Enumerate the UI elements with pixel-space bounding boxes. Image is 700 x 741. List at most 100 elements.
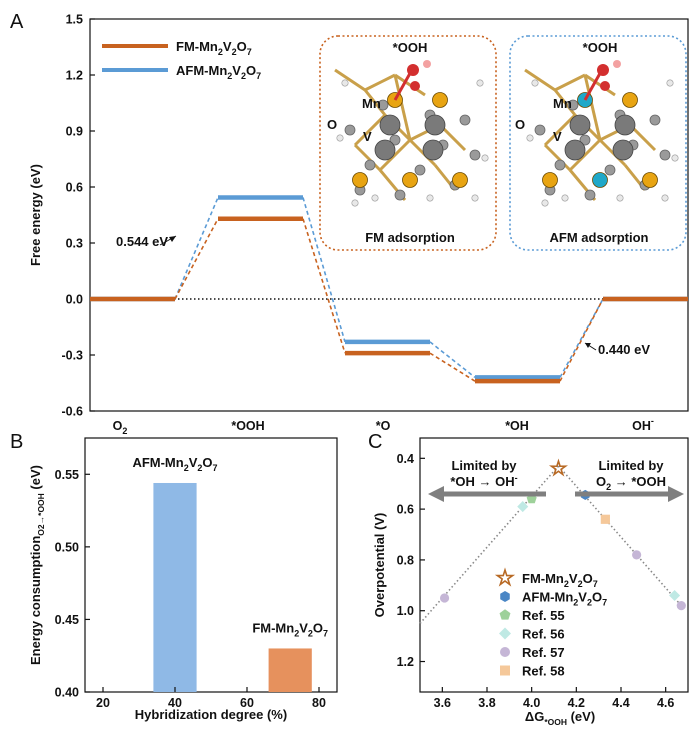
point-circle <box>439 593 450 603</box>
point-circle <box>632 550 642 560</box>
panel-b-axes-frame <box>84 437 338 693</box>
legend-marker-hexagon <box>500 591 510 602</box>
molecule-hydrogen-atom <box>541 199 549 207</box>
molecule-bond <box>554 73 586 92</box>
panel-a-y-axis-label: Free energy (eV) <box>28 164 43 266</box>
molecule-hydrogen-atom <box>336 134 344 142</box>
x-tick-label: 80 <box>312 696 326 710</box>
panel-b-bar-chart: B AFM-Mn2V2O7 FM-Mn2V2O7 0.40 0.45 0.50 0.55… <box>10 431 338 722</box>
panel-c-x-ticks: 3.6 3.8 4.0 4.2 4.4 4.6 <box>434 687 674 710</box>
panel-a-series <box>90 195 688 384</box>
y-tick-label: -0.6 <box>61 405 83 419</box>
panel-b-x-axis-label: Hybridization degree (%) <box>135 707 287 722</box>
inset-afm-mn-label: Mn <box>553 96 572 111</box>
molecule-bond <box>364 73 396 92</box>
y-tick-label: 1.2 <box>397 655 414 669</box>
molecule-atom <box>469 149 481 161</box>
inset-afm-molecule <box>524 60 679 207</box>
x-tick-label: 60 <box>240 696 254 710</box>
molecule-manganese-atom <box>352 172 368 188</box>
panel-c-x-axis-label: ΔG*OOH (eV) <box>525 709 595 727</box>
inset-afm-adsorbate-label: *OOH <box>583 40 618 55</box>
panel-a-legend: FM-Mn2V2O7 AFM-Mn2V2O7 <box>102 39 261 81</box>
molecule-hydrogen-atom <box>526 134 534 142</box>
molecule-atom <box>554 159 566 171</box>
legend-label: AFM-Mn2V2O7 <box>522 590 607 608</box>
x-category-label: OH- <box>632 416 654 433</box>
molecule-manganese-atom <box>432 92 448 108</box>
inset-fm-title: FM adsorption <box>365 230 455 245</box>
y-tick-label: 1.5 <box>66 13 83 27</box>
molecule-bond <box>378 138 412 172</box>
inset-fm-adsorption: *OOH Mn O V FM adsorption <box>319 35 497 251</box>
molecule-vanadium-atom <box>612 139 634 161</box>
molecule-atom <box>344 124 356 136</box>
x-tick-label: 4.4 <box>612 696 629 710</box>
y-tick-label: 0.40 <box>55 686 79 700</box>
x-tick-label: 4.0 <box>523 696 540 710</box>
x-category-label: O2 <box>113 419 128 436</box>
molecule-bond <box>363 89 387 116</box>
molecule-hydrogen-atom <box>341 79 349 87</box>
molecule-atom <box>649 114 661 126</box>
y-tick-label: 0.3 <box>66 237 83 251</box>
energy-connector-fm <box>302 218 346 354</box>
y-tick-label: 0.8 <box>397 553 414 567</box>
molecule-atom <box>459 114 471 126</box>
molecule-hydrogen-atom <box>531 79 539 87</box>
adsorbate-oxygen-atom <box>410 81 420 91</box>
legend-marker-square <box>500 665 510 676</box>
molecule-hydrogen-atom <box>351 199 359 207</box>
legend-label-fm: FM-Mn2V2O7 <box>176 39 252 57</box>
panel-c-label: C <box>368 431 382 453</box>
legend-label: Ref. 56 <box>522 627 565 642</box>
y-tick-label: 1.0 <box>397 604 414 618</box>
inset-afm-o-label: O <box>515 117 525 132</box>
legend-label: Ref. 58 <box>522 664 565 679</box>
adsorbate-oxygen-atom <box>600 81 610 91</box>
adsorbate-hydrogen-atom <box>613 60 621 68</box>
molecule-bond <box>393 74 412 141</box>
panel-b-bars: AFM-Mn2V2O7 FM-Mn2V2O7 <box>132 455 328 692</box>
point-circle <box>676 601 686 611</box>
x-category-label: *OOH <box>231 419 264 433</box>
molecule-atom <box>579 134 591 146</box>
molecule-vanadium-atom <box>614 114 636 136</box>
inset-afm-border <box>509 35 687 251</box>
molecule-bond <box>524 68 556 92</box>
legend-label: Ref. 57 <box>522 645 565 660</box>
molecule-vanadium-atom <box>422 139 444 161</box>
x-tick-label: 3.8 <box>478 696 495 710</box>
inset-fm-v-label: V <box>363 129 372 144</box>
y-tick-label: -0.3 <box>61 349 83 363</box>
panel-c-limit-left: Limited by *OH → OH- <box>428 458 546 502</box>
annotation-0544-ev: 0.544 eV <box>116 234 168 249</box>
point-diamond <box>517 501 529 513</box>
molecule-bond <box>553 89 577 116</box>
panel-c-axes-frame <box>419 437 689 693</box>
limit-left-line2: *OH → OH- <box>450 473 517 489</box>
panel-c-volcano-lines <box>419 465 685 624</box>
molecule-vanadium-atom <box>569 114 591 136</box>
panel-c-y-ticks: 0.4 0.6 0.8 1.0 1.2 <box>397 452 425 669</box>
panel-a-free-energy-diagram: A -0.6 -0.3 0.0 0.3 0.6 0.9 1.2 1.5 O2 *OOH *O *OH… <box>10 11 689 436</box>
molecule-vanadium-atom <box>379 114 401 136</box>
adsorbate-hydrogen-atom <box>423 60 431 68</box>
y-tick-label: 0.4 <box>397 452 414 466</box>
molecule-hydrogen-atom <box>371 194 379 202</box>
molecule-atom <box>377 99 389 111</box>
x-tick-label: 20 <box>96 696 110 710</box>
molecule-hydrogen-atom <box>671 154 679 162</box>
molecule-hydrogen-atom <box>476 79 484 87</box>
inset-fm-molecule <box>334 60 489 207</box>
molecule-manganese-atom <box>642 172 658 188</box>
inset-afm-v-label: V <box>553 129 562 144</box>
limit-right-line1: Limited by <box>598 458 664 473</box>
legend-label: FM-Mn2V2O7 <box>522 571 598 589</box>
molecule-hydrogen-atom <box>471 194 479 202</box>
molecule-atom <box>389 134 401 146</box>
molecule-vanadium-atom <box>564 139 586 161</box>
molecule-bond <box>353 113 387 147</box>
inset-afm-title: AFM adsorption <box>550 230 649 245</box>
adsorbate-oxygen-atom <box>597 64 609 76</box>
